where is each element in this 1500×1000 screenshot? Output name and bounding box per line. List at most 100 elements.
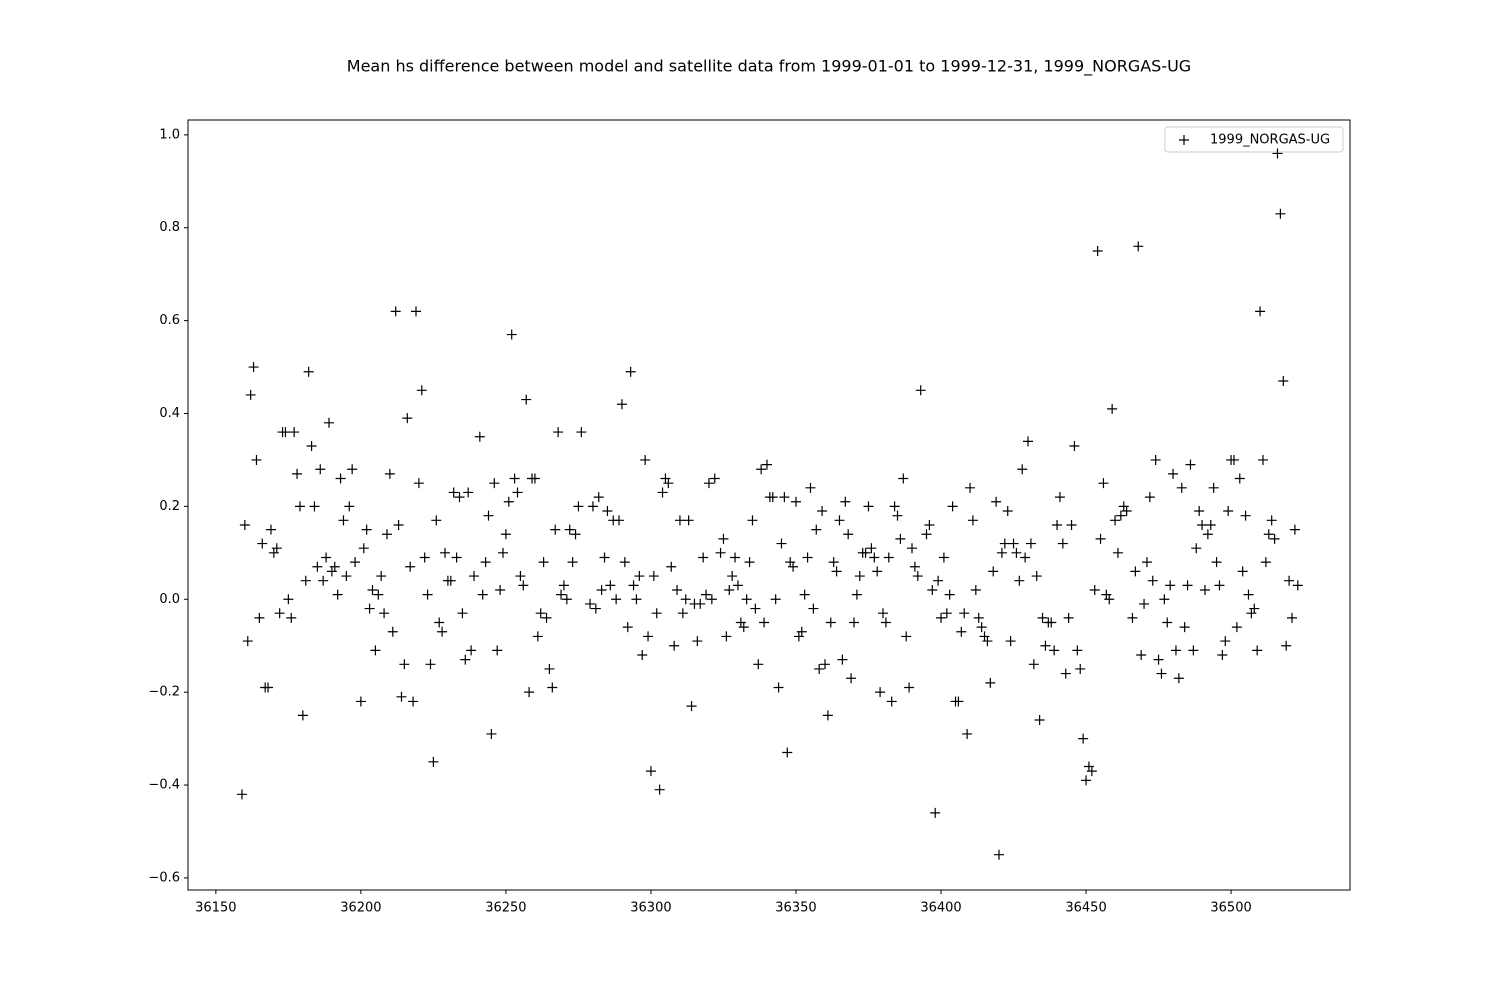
scatter-point — [1046, 617, 1057, 628]
scatter-point — [1017, 464, 1028, 475]
scatter-point — [1147, 575, 1158, 586]
scatter-point — [933, 575, 944, 586]
legend-box — [1164, 126, 1344, 153]
scatter-point — [489, 478, 500, 489]
scatter-point — [280, 427, 291, 438]
scatter-point — [532, 631, 543, 642]
scatter-point — [512, 487, 523, 498]
scatter-point — [315, 464, 326, 475]
scatter-point — [1127, 612, 1138, 623]
scatter-point — [869, 552, 880, 563]
scatter-point — [834, 515, 845, 526]
scatter-point — [434, 617, 445, 628]
scatter-point — [1176, 482, 1187, 493]
scatter-point — [1023, 436, 1034, 447]
scatter-point — [886, 696, 897, 707]
scatter-point — [524, 687, 535, 698]
scatter-point — [416, 385, 427, 396]
scatter-point — [1275, 208, 1286, 219]
scatter-point — [991, 496, 1002, 507]
scatter-point — [428, 756, 439, 767]
x-tick-label: 36500 — [1210, 901, 1251, 916]
scatter-point — [570, 529, 581, 540]
scatter-point — [1078, 733, 1089, 744]
scatter-point — [866, 543, 877, 554]
scatter-point — [338, 515, 349, 526]
scatter-point — [907, 543, 918, 554]
scatter-point — [1104, 594, 1115, 605]
scatter-point — [605, 580, 616, 591]
scatter-point — [634, 571, 645, 582]
scatter-point — [637, 650, 648, 661]
scatter-point — [761, 459, 772, 470]
scatter-point — [251, 454, 262, 465]
scatter-point — [1272, 148, 1283, 159]
scatter-point — [854, 571, 865, 582]
scatter-point — [1081, 775, 1092, 786]
scatter-point — [1191, 543, 1202, 554]
scatter-point — [944, 589, 955, 600]
scatter-point — [431, 515, 442, 526]
scatter-point — [364, 603, 375, 614]
scatter-point — [1025, 538, 1036, 549]
scatter-point — [454, 492, 465, 503]
scatter-point — [593, 492, 604, 503]
scatter-point — [915, 385, 926, 396]
scatter-point — [1257, 454, 1268, 465]
scatter-point — [672, 584, 683, 595]
scatter-point — [1089, 584, 1100, 595]
scatter-point — [384, 468, 395, 479]
scatter-point — [953, 696, 964, 707]
scatter-point — [486, 728, 497, 739]
scatter-point — [779, 492, 790, 503]
scatter-point — [1098, 478, 1109, 489]
scatter-point — [437, 626, 448, 637]
scatter-point — [544, 663, 555, 674]
scatter-point — [666, 561, 677, 572]
scatter-point — [587, 501, 598, 512]
scatter-point — [883, 552, 894, 563]
scatter-point — [373, 589, 384, 600]
scatter-point — [808, 603, 819, 614]
scatter-point — [965, 482, 976, 493]
scatter-point — [350, 557, 361, 568]
scatter-point — [538, 557, 549, 568]
scatter-point — [564, 524, 575, 535]
scatter-point — [1054, 492, 1065, 503]
scatter-point — [904, 682, 915, 693]
scatter-point — [393, 519, 404, 530]
scatter-point — [1269, 533, 1280, 544]
scatter-point — [956, 626, 967, 637]
scatter-point — [460, 654, 471, 665]
scatter-point — [767, 492, 778, 503]
scatter-point — [466, 645, 477, 656]
scatter-point — [1211, 557, 1222, 568]
y-tick-label: −0.6 — [148, 870, 180, 885]
scatter-point — [831, 566, 842, 577]
scatter-point — [509, 473, 520, 484]
scatter-point — [1005, 636, 1016, 647]
scatter-point — [321, 552, 332, 563]
scatter-point — [982, 636, 993, 647]
scatter-point — [1234, 473, 1245, 484]
scatter-point — [837, 654, 848, 665]
scatter-point — [788, 561, 799, 572]
scatter-point — [271, 543, 282, 554]
scatter-point — [692, 636, 703, 647]
scatter-point — [492, 645, 503, 656]
scatter-point — [419, 552, 430, 563]
scatter-point — [863, 501, 874, 512]
scatter-point — [614, 515, 625, 526]
scatter-point — [648, 571, 659, 582]
scatter-point — [889, 501, 900, 512]
scatter-point — [724, 584, 735, 595]
scatter-point — [941, 608, 952, 619]
scatter-point — [306, 441, 317, 452]
scatter-point — [506, 329, 517, 340]
scatter-point — [628, 580, 639, 591]
scatter-point — [924, 519, 935, 530]
scatter-point — [909, 561, 920, 572]
scatter-point — [811, 524, 822, 535]
scatter-point — [680, 594, 691, 605]
scatter-point — [805, 482, 816, 493]
